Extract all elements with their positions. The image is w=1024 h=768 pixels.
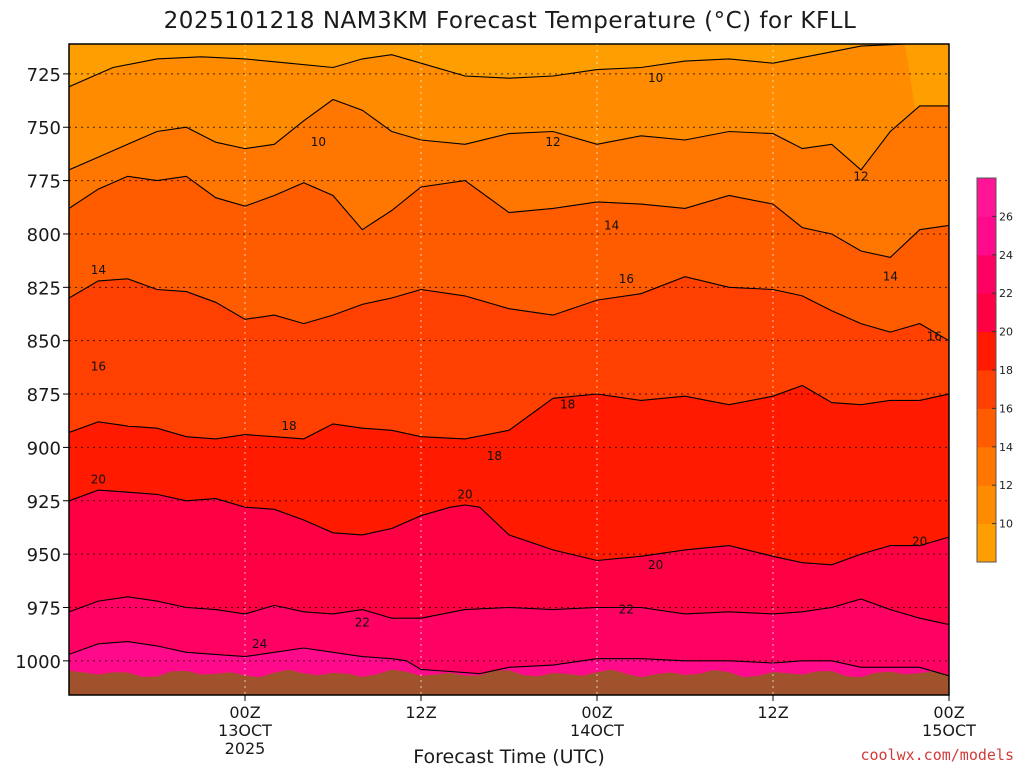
colorbar-label-14: 14 (999, 441, 1013, 454)
contour-label-20-2: 20 (648, 558, 663, 572)
colorbar-label-24: 24 (999, 249, 1013, 262)
plot-frame (68, 43, 950, 696)
contour-label-16-0: 16 (619, 272, 634, 286)
colorbar-label-12: 12 (999, 479, 1013, 492)
credit-link[interactable]: coolwx.com/models (860, 746, 1014, 764)
terrain-fill (69, 669, 949, 695)
x-tick-label-12-0: 12Z (405, 703, 436, 722)
x-tick-label-0-1: 13OCT (218, 721, 272, 740)
y-tick-label-875: 875 (27, 385, 61, 406)
plot-area: 1010121214141416161618181818202020202222… (69, 44, 971, 695)
contour-label-20-3: 20 (912, 534, 927, 548)
contour-label-22-0: 22 (355, 615, 370, 629)
colorbar-swatch-10 (977, 485, 996, 525)
y-tick-label-1000: 1000 (15, 652, 61, 673)
contour-label-12-0: 12 (545, 135, 560, 149)
contour-label-22-2: 22 (956, 622, 971, 636)
contour-label-20-1: 20 (457, 487, 472, 501)
contour-label-18-2: 18 (487, 449, 502, 463)
contour-label-20-0: 20 (91, 472, 106, 486)
colorbar-label-10: 10 (999, 518, 1013, 531)
y-tick-label-725: 725 (27, 65, 61, 86)
x-axis-label: Forecast Time (UTC) (413, 746, 604, 768)
colorbar-swatch-8 (977, 523, 996, 563)
contour-label-10-0: 10 (648, 71, 663, 85)
x-tick-label-36-0: 12Z (757, 703, 788, 722)
colorbar: 10 12 14 16 18 20 22 24 26 (976, 177, 1013, 563)
colorbar-swatch-26 (977, 178, 996, 217)
y-tick-label-800: 800 (27, 225, 61, 246)
y-tick-label-825: 825 (27, 278, 61, 299)
x-tick-label-48-0: 00Z (933, 703, 964, 722)
contour-14 (69, 175, 949, 258)
colorbar-swatch-22 (977, 254, 996, 294)
colorbar-swatch-18 (977, 331, 996, 371)
contour-20 (69, 489, 949, 566)
terrain-surface (69, 669, 949, 695)
colorbar-swatch-14 (977, 408, 996, 448)
colorbar-label-26: 26 (999, 210, 1013, 223)
contour-labels: 1010121214141416161618181818202020202222… (91, 71, 971, 651)
colorbar-swatch-24 (977, 216, 996, 256)
y-tick-label-925: 925 (27, 492, 61, 513)
colorbar-label-22: 22 (999, 287, 1013, 300)
y-tick-label-950: 950 (27, 545, 61, 566)
contour-lines (69, 44, 949, 677)
contour-12 (69, 98, 949, 171)
contour-label-18-0: 18 (560, 398, 575, 412)
y-tick-label-850: 850 (27, 332, 61, 353)
colorbar-label-16: 16 (999, 402, 1013, 415)
colorbar-swatch-12 (977, 446, 996, 486)
colorbar-label-18: 18 (999, 364, 1013, 377)
contour-label-24-0: 24 (252, 637, 267, 651)
contour-label-16-2: 16 (927, 329, 942, 343)
colorbar-swatch-16 (977, 370, 996, 409)
x-tick-label-24-1: 14OCT (570, 721, 624, 740)
colorbar-label-20: 20 (999, 326, 1013, 339)
x-tick-label-0-0: 00Z (229, 703, 260, 722)
y-tick-label-750: 750 (27, 118, 61, 139)
contour-label-16-1: 16 (91, 359, 106, 373)
contour-24 (69, 641, 949, 677)
y-axis: 725 750 775 800 825 850 875 900 925 950 975 1000 (15, 65, 69, 673)
contour-label-14-1: 14 (91, 263, 106, 277)
y-tick-label-775: 775 (27, 172, 61, 193)
contour-10 (69, 44, 906, 88)
x-tick-label-48-1: 15OCT (922, 721, 976, 740)
chart-title: 2025101218 NAM3KM Forecast Temperature (… (164, 8, 857, 34)
contour-label-18-1: 18 (281, 419, 296, 433)
x-tick-label-24-0: 00Z (581, 703, 612, 722)
contour-16 (69, 276, 949, 342)
contour-label-12-1: 12 (853, 169, 868, 183)
y-tick-label-975: 975 (27, 598, 61, 619)
contour-22 (69, 596, 949, 626)
x-tick-label-0-2: 2025 (225, 739, 266, 758)
y-tick-label-900: 900 (27, 438, 61, 459)
contour-label-22-1: 22 (619, 603, 634, 617)
contour-label-14-0: 14 (604, 218, 619, 232)
colorbar-swatch-20 (977, 293, 996, 333)
contour-18 (69, 384, 949, 440)
contour-label-14-2: 14 (883, 270, 898, 284)
contour-label-10-1: 10 (311, 135, 326, 149)
temperature-bands (69, 44, 949, 695)
